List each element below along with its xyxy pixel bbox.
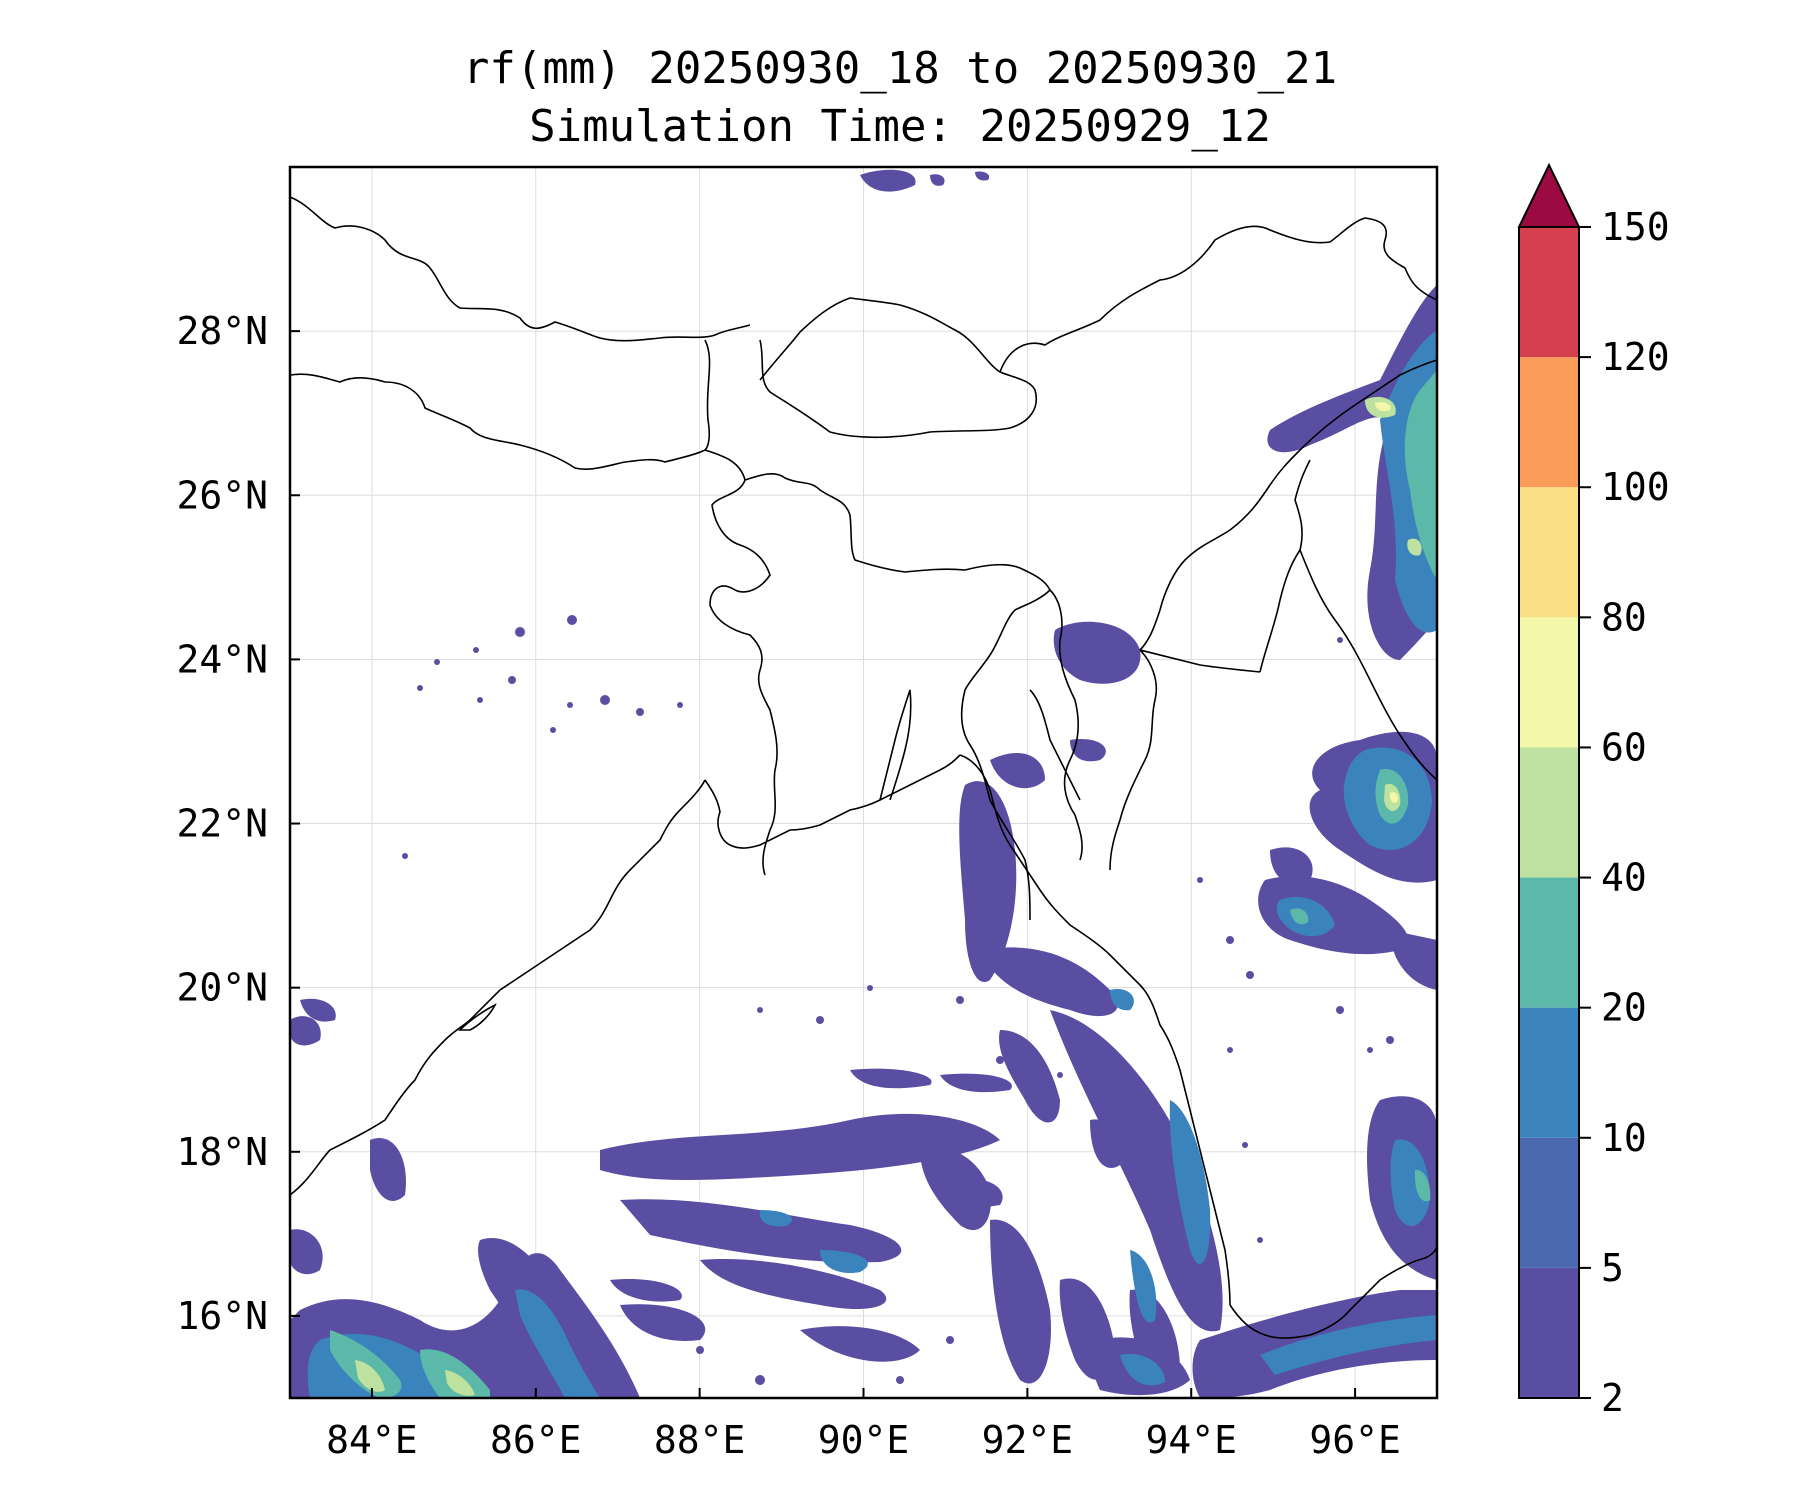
x-tick-label: 92°E	[982, 1418, 1074, 1462]
colorbar-tick-label: 60	[1601, 725, 1647, 769]
chilika-coast	[458, 1003, 497, 1031]
colorbar-tick-label: 100	[1601, 465, 1670, 509]
y-axis: 16°N 18°N 20°N 22°N 24°N 26°N 28°N	[176, 309, 300, 1338]
india-east-coast	[290, 779, 706, 1196]
chart-title: rf(mm) 20250930_18 to 20250930_21 Simula…	[0, 40, 1800, 156]
rain-bangladesh-ne	[1053, 621, 1141, 684]
x-tick-label: 94°E	[1145, 1418, 1237, 1462]
x-tick-label: 96°E	[1309, 1418, 1401, 1462]
mizoram-border	[1049, 589, 1083, 861]
title-line-2: Simulation Time: 20250929_12	[529, 101, 1271, 152]
coastlines-borders	[290, 196, 1437, 1339]
y-tick-label: 22°N	[176, 802, 268, 846]
x-tick-label: 84°E	[326, 1418, 418, 1462]
y-tick-label: 26°N	[176, 473, 268, 517]
colorbar-segment	[1519, 877, 1579, 1008]
title-line-1: rf(mm) 20250930_18 to 20250930_21	[462, 43, 1338, 94]
colorbar-segment	[1519, 617, 1579, 748]
colorbar-segment	[1519, 1267, 1579, 1398]
tripura-border	[1029, 689, 1081, 801]
myanmar-west-border	[1109, 649, 1158, 871]
rain-specks	[402, 615, 1394, 1385]
nepal-north-border	[290, 196, 751, 342]
colorbar-segment	[1519, 357, 1579, 488]
meghna-estuary	[879, 689, 912, 801]
myanmar-east-border	[1299, 549, 1437, 781]
x-tick-label: 90°E	[818, 1418, 910, 1462]
y-tick-label: 28°N	[176, 309, 268, 353]
x-tick-label: 86°E	[490, 1418, 582, 1462]
y-tick-label: 16°N	[176, 1294, 268, 1338]
x-tick-label: 88°E	[654, 1418, 746, 1462]
colorbar-extend-arrow	[1517, 162, 1581, 228]
arakan-coast	[1139, 984, 1231, 1306]
colorbar-tick-label: 150	[1601, 205, 1670, 249]
chittagong-coast	[959, 754, 1141, 986]
colorbar-tick-label: 80	[1601, 595, 1647, 639]
sundarbans-coast	[704, 754, 961, 849]
bhutan-border	[759, 297, 1037, 439]
myanmar-north-border	[1139, 649, 1261, 673]
rain-bay-central-moderate	[759, 1210, 868, 1274]
assam-myanmar-border	[1139, 359, 1437, 651]
rainfall-field	[290, 169, 1437, 1398]
sikkim-border	[704, 339, 711, 451]
rain-myanmar-west	[1258, 876, 1437, 990]
rain-north-patch	[860, 169, 990, 192]
colorbar-tick-label: 40	[1601, 856, 1647, 900]
nepal-south-border	[290, 373, 706, 470]
bangladesh-west-border	[704, 449, 778, 876]
rain-arakan-coast-moderate	[1110, 989, 1211, 1323]
colorbar-segment	[1519, 227, 1579, 358]
colorbar-tick-label: 120	[1601, 335, 1670, 379]
rain-southwest-corner	[290, 998, 640, 1398]
y-tick-label: 20°N	[176, 966, 268, 1010]
colorbar-tick-label: 5	[1601, 1246, 1624, 1290]
x-axis: 84°E 86°E 88°E 90°E 92°E 94°E 96°E	[326, 1388, 1401, 1462]
bangladesh-east-border	[960, 689, 1031, 921]
irrawaddy-delta	[1229, 1244, 1437, 1339]
colorbar-tick-label: 20	[1601, 986, 1647, 1030]
colorbar-segment	[1519, 1137, 1579, 1268]
rain-bay-central	[600, 1068, 1012, 1362]
colorbar-tick-label: 10	[1601, 1116, 1647, 1160]
y-tick-label: 18°N	[176, 1130, 268, 1174]
northeast-india-border	[999, 217, 1437, 373]
y-tick-label: 24°N	[176, 637, 268, 681]
colorbar: 2 5 10 20 40 60 80 100 120 150	[1517, 162, 1670, 1420]
rain-myanmar-south	[1092, 1096, 1437, 1398]
bangladesh-north-border	[744, 473, 1051, 691]
rain-central-myanmar	[1270, 731, 1437, 884]
colorbar-segment	[1519, 747, 1579, 878]
colorbar-segment	[1519, 487, 1579, 618]
colorbar-tick-label: 2	[1601, 1376, 1624, 1420]
colorbar-outline	[1518, 227, 1580, 1399]
colorbar-segment	[1519, 1007, 1579, 1138]
